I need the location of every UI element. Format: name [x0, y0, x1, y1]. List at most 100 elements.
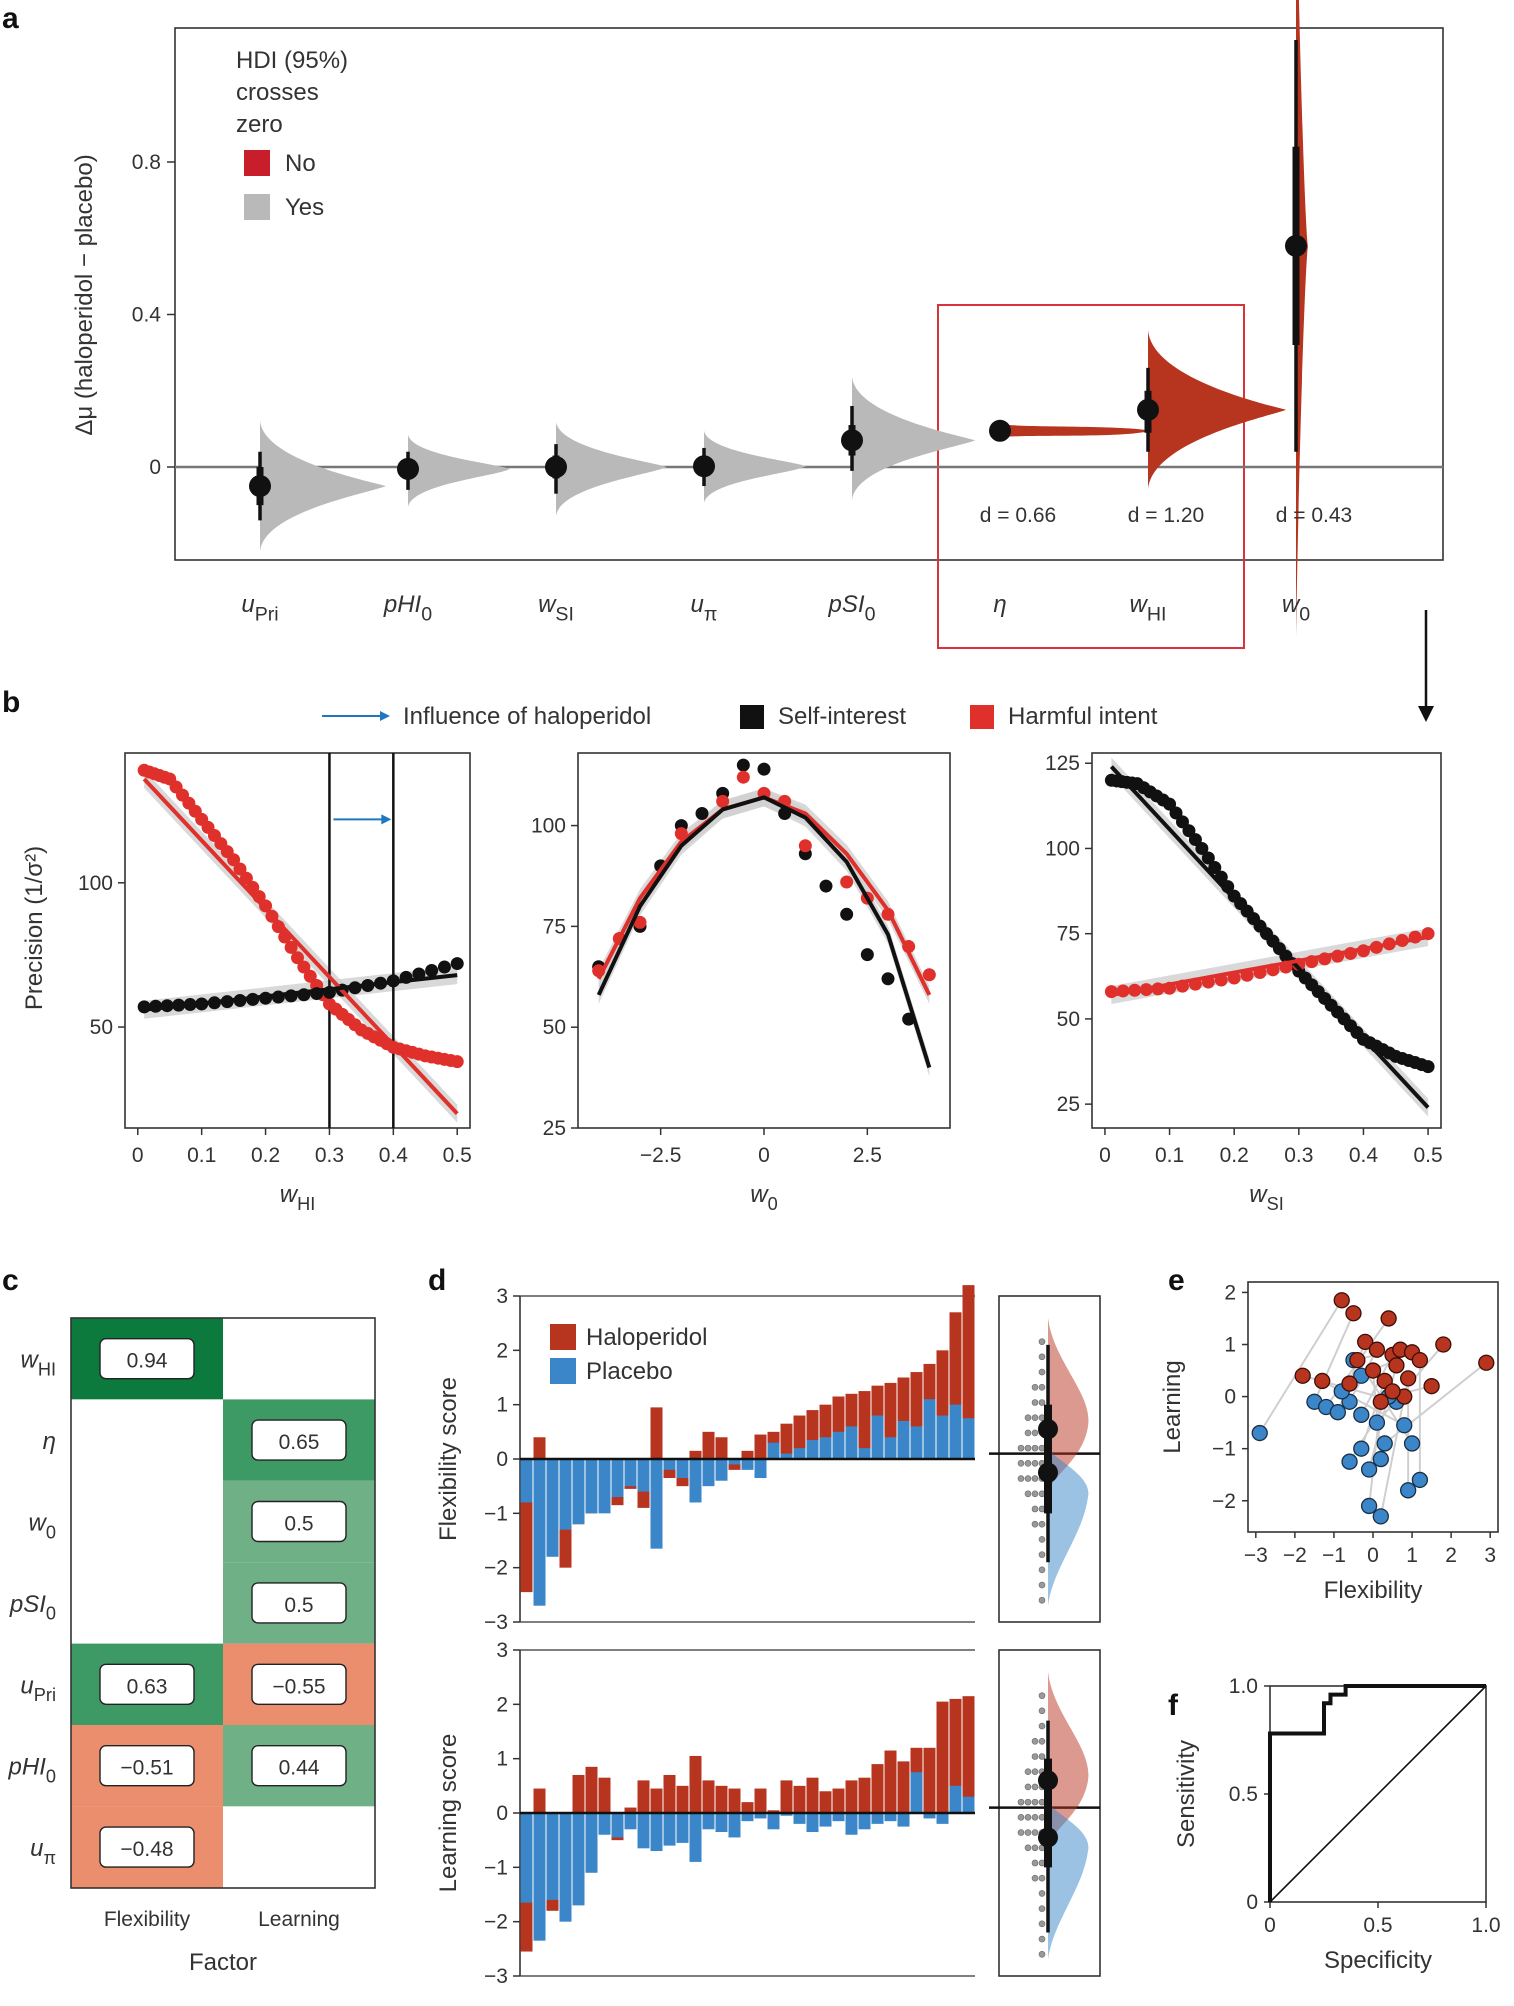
- panel-a-ylabel: Δμ (haloperidol − placebo): [71, 154, 98, 435]
- d-bar-haloperidol: [949, 1698, 962, 1813]
- panel-a-frame: [174, 27, 1444, 561]
- legend-swatch-no: [244, 150, 270, 176]
- a-mean-point: [693, 455, 715, 478]
- f-xtick-label: 1.0: [1471, 1914, 1500, 1937]
- d-bar-placebo: [858, 1448, 871, 1459]
- c-value-box: [99, 1337, 195, 1380]
- d-bar-placebo: [689, 1459, 702, 1503]
- d-summary-dot: [1038, 1692, 1046, 1699]
- legend-swatch-harmful-intent: [970, 705, 994, 729]
- d-summary-dot: [1038, 1399, 1046, 1406]
- d-summary-dot: [1038, 1950, 1046, 1958]
- b-point: [736, 758, 750, 772]
- a-distribution: [704, 430, 806, 504]
- d-summary-dot: [1024, 1429, 1032, 1437]
- panel-f-ylabel: Sensitivity: [1173, 1740, 1200, 1848]
- d-bar-haloperidol: [689, 1755, 702, 1813]
- d-bar-placebo: [897, 1420, 910, 1459]
- e-point-placebo: [1341, 1453, 1358, 1470]
- e-ytick-label: 0: [1224, 1386, 1236, 1409]
- d-bar-placebo: [637, 1813, 650, 1849]
- c-value-box: [251, 1744, 347, 1787]
- d-bar-haloperidol: [702, 1780, 715, 1813]
- c-value-text: 0.5: [284, 1594, 313, 1617]
- b-frame: [577, 752, 951, 1129]
- e-point-haloperidol: [1368, 1341, 1386, 1358]
- c-value-box: [99, 1663, 195, 1706]
- d-bar-placebo: [585, 1813, 598, 1873]
- b-point: [450, 1055, 464, 1069]
- d-bar-haloperidol: [754, 1788, 767, 1813]
- a-mean-point: [989, 419, 1011, 442]
- b-point: [922, 968, 936, 982]
- b-ytick-label: 50: [90, 1016, 113, 1039]
- f-ytick-label: 0: [1246, 1891, 1258, 1914]
- legend-swatch-haloperidol: [550, 1324, 576, 1350]
- b-point: [1421, 1060, 1435, 1074]
- e-point-placebo: [1372, 1450, 1389, 1468]
- d-summary-dot: [1031, 1844, 1039, 1852]
- d-ytick-label: 2: [496, 1339, 508, 1362]
- d-bar-placebo: [676, 1813, 689, 1843]
- c-row-label: uPri: [20, 1672, 56, 1705]
- d-ytick-label: 3: [496, 1285, 508, 1308]
- d-summary-dot: [1017, 1829, 1025, 1836]
- d-ytick-label: 0: [496, 1448, 508, 1471]
- d-bar-haloperidol: [689, 1450, 702, 1459]
- e-xtick-label: 2: [1445, 1544, 1457, 1567]
- d-ytick-label: 2: [496, 1693, 508, 1716]
- legend-arrow-head: [380, 711, 390, 721]
- d-summary-dot: [1017, 1814, 1025, 1821]
- e-point-placebo: [1411, 1471, 1429, 1489]
- c-row-label: uπ: [30, 1835, 56, 1868]
- b-xtick-label: 0.3: [1284, 1144, 1313, 1167]
- d-summary-dot: [1038, 1353, 1046, 1361]
- d-bar-placebo: [624, 1459, 637, 1487]
- d-summary-dot: [1038, 1890, 1046, 1897]
- d-ytick-label: 1: [496, 1748, 508, 1771]
- d-bar-placebo: [793, 1813, 806, 1824]
- b-xtick-label: 0.1: [1155, 1144, 1184, 1167]
- d-summary-dot: [1031, 1737, 1039, 1745]
- d-bar-haloperidol: [741, 1802, 754, 1813]
- d-summary-dot: [1038, 1753, 1046, 1760]
- d-ytick-label: −3: [484, 1611, 508, 1634]
- d-bar-placebo: [845, 1813, 858, 1835]
- d-summary-dot: [1038, 1520, 1046, 1528]
- b-ytick-label: 25: [543, 1117, 566, 1140]
- d-bar-haloperidol: [871, 1764, 884, 1813]
- c-cell: [71, 1399, 223, 1481]
- b-point: [239, 871, 253, 885]
- d-bar-placebo: [949, 1404, 962, 1459]
- f-xtick-label: 0: [1264, 1914, 1276, 1937]
- e-point-haloperidol: [1380, 1310, 1397, 1327]
- d-bar-haloperidol: [741, 1450, 754, 1459]
- d-bar-haloperidol: [884, 1750, 897, 1813]
- d-bar-haloperidol: [767, 1810, 780, 1813]
- a-xtick-label: w0: [1282, 591, 1310, 625]
- b-fit-line: [1109, 765, 1430, 1109]
- legend-swatch-placebo: [550, 1358, 576, 1384]
- d-bar-haloperidol: [962, 1696, 975, 1813]
- d-summary-dot: [1031, 1414, 1039, 1422]
- panel-c-heatmap: 0.94 wHI 0.65 η 0.5 w0 0.5 pSI0 0.63 −0.55 uPri −0.…: [8, 1317, 376, 1976]
- b-frame: [124, 752, 471, 1129]
- c-value-box: [99, 1826, 195, 1868]
- a-distribution: [1148, 330, 1286, 490]
- panel-f-chart: 0 0.5 1.0 0 0.5 1.0 Specificity Sensitivity: [1173, 1675, 1501, 1974]
- d-summary-dot: [1038, 1707, 1046, 1715]
- b-xtick-label: 0.1: [187, 1144, 216, 1167]
- b-point: [633, 915, 647, 929]
- b-fit-line: [143, 973, 458, 1012]
- d-bar-haloperidol: [663, 1774, 676, 1813]
- c-value-text: 0.94: [127, 1350, 168, 1373]
- a-xtick-label: pHI0: [383, 591, 432, 625]
- d-summary-mean-placebo: [1038, 1462, 1058, 1483]
- e-point-placebo: [1251, 1424, 1268, 1442]
- c-cell: [71, 1480, 223, 1563]
- c-value-box: [99, 1744, 195, 1787]
- panel-a-chart: 0 0.4 0.8 Δμ (haloperidol − placebo) HDI (…: [71, 0, 1444, 722]
- b-point: [137, 1000, 151, 1014]
- panel-e-chart: −3 −2 −1 0 1 2 3 −2 −1 0 1 2 Flexibility Learning: [1159, 1281, 1499, 1604]
- d-summary-dot: [1038, 1536, 1046, 1543]
